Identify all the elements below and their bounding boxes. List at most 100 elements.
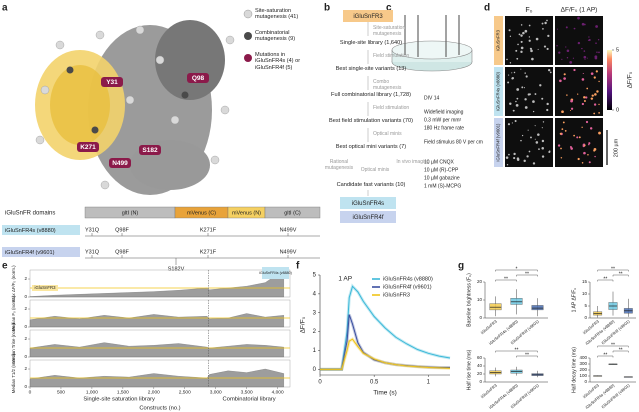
condition-text: 0.3 mW per mm² — [424, 117, 462, 123]
cell-spot — [573, 68, 576, 72]
cell-spot — [511, 72, 513, 74]
cell-spot — [525, 75, 528, 78]
flow-step: Candidate fast variants (10) — [336, 182, 406, 188]
condition-text: DIV 14 — [424, 95, 440, 101]
cell-spot — [594, 155, 596, 158]
x-axis-label: Constructs (no.) — [139, 406, 180, 412]
cell-spot — [581, 126, 583, 128]
flow-method: Combo mutagenesis — [373, 79, 402, 91]
panel-label: f — [296, 261, 300, 272]
legend-text: Site-saturation mutagenesis (41) — [255, 8, 299, 21]
row-label: iGluSnFR4s (v8880) — [496, 71, 501, 110]
colorbar-label: ΔF/F₀ — [627, 71, 634, 88]
cell-spot — [524, 106, 528, 109]
cell-spot — [577, 16, 580, 20]
y-tick-label: 0 — [584, 379, 587, 384]
culture-dish — [391, 15, 473, 72]
x-tick-label: 1 — [427, 380, 431, 386]
cell-spot — [537, 133, 540, 136]
panel-label: a — [2, 3, 8, 14]
cell-spot — [566, 56, 569, 59]
cell-spot — [534, 125, 536, 127]
y-tick-label: 0 — [24, 324, 27, 329]
legend-glyph — [244, 32, 252, 40]
cell-spot — [588, 143, 590, 146]
cell-spot — [583, 96, 586, 99]
cell-spot — [589, 127, 593, 130]
y-tick-label: 2 — [24, 276, 27, 281]
cell-spot — [528, 39, 531, 42]
cell-spot — [576, 136, 579, 139]
variant-box — [2, 225, 80, 235]
flow-method: Optical minis — [373, 131, 402, 137]
output-label: iGluSnFR4f — [352, 215, 383, 221]
flow-method: In vivo imaging — [396, 159, 430, 165]
cell-spot — [596, 90, 599, 93]
cell-spot — [535, 37, 539, 41]
y-axis-label: Half rise time (ms) — [466, 349, 472, 390]
flow-method: Field stimulation — [373, 53, 410, 59]
x-tick-label: 2,000 — [148, 389, 160, 395]
cell-spot — [561, 128, 564, 131]
x-tick-label: iGluSnFR4f (v9601) — [600, 318, 631, 345]
x-tick-label: 0 — [29, 389, 32, 395]
cell-spot — [520, 68, 522, 70]
y-tick-label: 200 — [579, 367, 587, 372]
cell-spot — [532, 162, 536, 165]
flow-step: Best single-site variants (13) — [335, 66, 407, 72]
x-tick-label: 2,500 — [179, 389, 191, 395]
x-tick-label: 0.5 — [370, 380, 379, 386]
x-tick-label: iGluSnFR3 — [480, 382, 499, 399]
x-tick-label: 0 — [318, 380, 322, 386]
legend-glyph — [243, 9, 253, 19]
y-tick-label: 20 — [477, 371, 483, 376]
cell-spot — [512, 109, 515, 112]
cell-spot — [534, 93, 537, 95]
condition-text: Widefield imaging — [424, 109, 464, 115]
cell-spot — [509, 62, 512, 64]
residue-label: Y31 — [106, 79, 118, 86]
annotation-box — [262, 267, 289, 279]
condition-text: 180 Hz frame rate — [424, 125, 464, 131]
cell-spot — [573, 134, 575, 137]
cell-spot — [565, 26, 568, 29]
significance-bracket — [597, 279, 614, 282]
cell-spot — [542, 28, 544, 30]
y-tick-label: 5 — [313, 273, 317, 279]
x-tick-label: 1,500 — [117, 389, 129, 395]
cell-spot — [581, 78, 585, 81]
y-tick-label: 100 — [579, 373, 587, 378]
cell-spot — [509, 35, 512, 37]
series-line — [320, 285, 451, 370]
y-tick-label: 2 — [24, 366, 27, 371]
colorbar-tick-label: 0 — [616, 107, 619, 113]
cell-spot — [546, 47, 549, 51]
y-tick-label: 10 — [582, 291, 588, 296]
cell-spot — [570, 147, 573, 150]
significance-label: ** — [611, 266, 615, 272]
y-axis-label: Median Trise (norm.) — [11, 323, 16, 364]
residue-label: N499 — [112, 160, 128, 167]
cell-spot — [531, 57, 534, 61]
cell-spot — [583, 100, 586, 102]
legend-label: iGluSnFR4s (v8880) — [383, 276, 433, 282]
significance-bracket — [495, 269, 538, 272]
y-tick-label: 10 — [477, 297, 483, 302]
significance-label: ** — [504, 276, 508, 282]
cell-spot — [528, 24, 531, 27]
cell-spot — [595, 42, 597, 44]
cell-spot — [593, 112, 596, 115]
cell-spot — [513, 156, 516, 160]
area — [29, 313, 284, 328]
mutation-label: K271F — [200, 249, 217, 255]
cell-spot — [541, 97, 544, 100]
y-tick-label: 400 — [579, 355, 587, 360]
cell-spot — [505, 156, 509, 159]
condition-text: 10 µM CNQX — [424, 159, 454, 165]
cell-spot — [513, 71, 516, 74]
significance-label: ** — [525, 271, 529, 277]
flow-method: Field stimulation — [373, 105, 410, 111]
cell-spot — [557, 144, 561, 147]
cell-spot — [570, 99, 573, 103]
cell-spot — [598, 80, 600, 83]
